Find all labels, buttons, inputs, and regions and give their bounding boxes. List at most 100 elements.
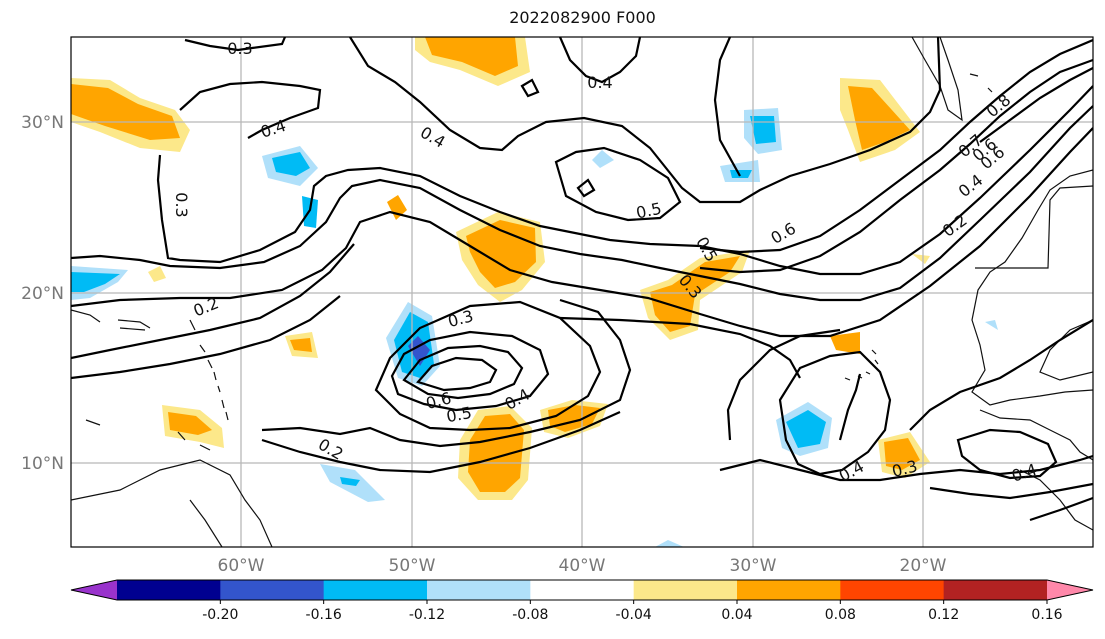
lon-label-60w: 60°W xyxy=(218,556,265,576)
coast-africa-inner xyxy=(975,185,1093,269)
lon-label-40w: 40°W xyxy=(559,556,606,576)
coast-africa-west xyxy=(979,409,1093,461)
shade-pos-5-core xyxy=(650,256,740,332)
lat-label-10n: 10°N xyxy=(21,454,64,474)
lon-label-50w: 50°W xyxy=(389,556,436,576)
contour-small-diamond xyxy=(576,178,596,198)
contour-label: 0.3 xyxy=(227,39,252,58)
coast-caribbean-3 xyxy=(119,327,146,331)
shade-pos-1-core xyxy=(71,84,180,140)
colorbar-tick-label: 0.04 xyxy=(721,607,752,623)
colorbar-segment xyxy=(737,580,841,600)
shade-neg-4-core xyxy=(750,116,776,144)
colorbar-segment xyxy=(117,580,221,600)
coast-islands xyxy=(85,319,229,451)
contour-top-left xyxy=(184,37,287,52)
coast-south-america xyxy=(71,459,273,547)
contour-north-central xyxy=(349,37,942,204)
contour-label: 0.5 xyxy=(634,199,663,223)
shade-neg-5-core xyxy=(730,170,752,178)
map-title: 2022082900 F000 xyxy=(509,8,656,27)
contour-right-upper xyxy=(713,37,741,177)
contour-low-ring1 xyxy=(390,330,550,412)
contour-east-low-2 xyxy=(838,373,862,441)
contour-band-5 xyxy=(71,295,341,380)
coastlines xyxy=(71,37,1093,547)
contour-small-top xyxy=(520,78,540,98)
colorbar-extend-low xyxy=(71,580,117,600)
contour-04-top xyxy=(558,37,642,84)
shade-pos-9-core xyxy=(884,438,920,470)
coast-caribbean-2 xyxy=(117,319,151,329)
colorbar-tick-label: -0.16 xyxy=(306,607,342,623)
gridlines xyxy=(71,37,1093,547)
colorbar-tick-label: 0.12 xyxy=(928,607,959,623)
contour-iberia-08 xyxy=(979,67,1093,143)
shade-neg-7-core xyxy=(786,410,826,448)
shade-pos-6-core xyxy=(468,414,524,492)
negative-shading xyxy=(71,108,998,547)
contour-mid-upper xyxy=(179,80,322,139)
colorbar-segment xyxy=(840,580,945,600)
contour-low-outer xyxy=(374,300,602,432)
coast-africa-extra xyxy=(1039,319,1093,381)
shade-pos-12 xyxy=(387,195,407,220)
shade-pos-8-core xyxy=(168,412,212,435)
shade-pos-10-core xyxy=(290,338,312,352)
colorbar-extend-high xyxy=(1047,580,1093,600)
contour-02-west xyxy=(71,105,1093,302)
colorbar-segment xyxy=(633,580,738,600)
lon-label-30w: 30°W xyxy=(730,556,777,576)
map-frame xyxy=(70,36,1094,548)
colorbar-segment xyxy=(427,580,531,600)
shade-neg-2-core xyxy=(272,152,310,176)
contour-band-6 xyxy=(559,316,801,379)
lat-label-20n: 20°N xyxy=(21,284,64,304)
colorbar-tick-label: 0.08 xyxy=(825,607,856,623)
shade-neg-11 xyxy=(985,320,998,330)
colorbar-segment xyxy=(220,580,325,600)
colorbar-segment xyxy=(323,580,428,600)
contour-east-low xyxy=(778,350,892,476)
shade-pos-2-core xyxy=(425,37,518,76)
contour-low-ring3 xyxy=(416,356,498,392)
coast-africa-northwest xyxy=(971,169,1093,406)
colorbar-segment xyxy=(943,580,1048,600)
colorbar-outline xyxy=(70,579,1094,601)
contour-band-8 xyxy=(699,38,1093,254)
contour-east-outer-2 xyxy=(726,328,841,441)
contour-label: 0.4 xyxy=(587,73,612,92)
shade-neg-3 xyxy=(302,196,318,228)
contour-low-02 xyxy=(261,410,621,474)
contour-east-outer xyxy=(719,454,1093,482)
contour-band-7 xyxy=(699,58,1093,274)
lon-label-20w: 20°W xyxy=(900,556,947,576)
colorbar: -0.20 -0.16 -0.12 -0.08 -0.04 0.04 0.08 0.12 0.1… xyxy=(70,579,1094,623)
latitude-labels: 30°N 20°N 10°N xyxy=(21,113,64,474)
contour-band-3 xyxy=(71,127,1093,338)
contour-right-africa-4 xyxy=(1029,496,1093,522)
colorbar-tick-label: 0.16 xyxy=(1031,607,1062,623)
contour-lines xyxy=(71,37,1093,522)
longitude-labels: 60°W 50°W 40°W 30°W 20°W xyxy=(218,556,947,576)
contour-right-africa-2 xyxy=(929,482,1093,500)
colorbar-tick-label: -0.08 xyxy=(512,607,548,623)
contour-label: 0.5 xyxy=(445,403,473,426)
colorbar-tick-label: -0.20 xyxy=(202,607,238,623)
contour-low-ring2 xyxy=(402,344,524,400)
lat-label-30n: 30°N xyxy=(21,113,64,133)
colorbar-tick-label: -0.04 xyxy=(616,607,652,623)
contour-right-africa-3 xyxy=(909,319,1093,431)
colorbar-segment xyxy=(530,580,635,600)
colorbar-tick-label: -0.12 xyxy=(409,607,445,623)
coast-caribbean-1 xyxy=(71,309,101,323)
shade-pos-13 xyxy=(148,266,166,282)
shade-pos-14 xyxy=(912,254,930,264)
shade-neg-8-core xyxy=(340,477,360,486)
contour-band-4 xyxy=(71,243,355,360)
shade-pos-3-core xyxy=(848,86,910,150)
coast-iberia xyxy=(911,37,963,122)
coast-south-america-2 xyxy=(189,499,223,547)
coast-canary xyxy=(969,73,993,93)
